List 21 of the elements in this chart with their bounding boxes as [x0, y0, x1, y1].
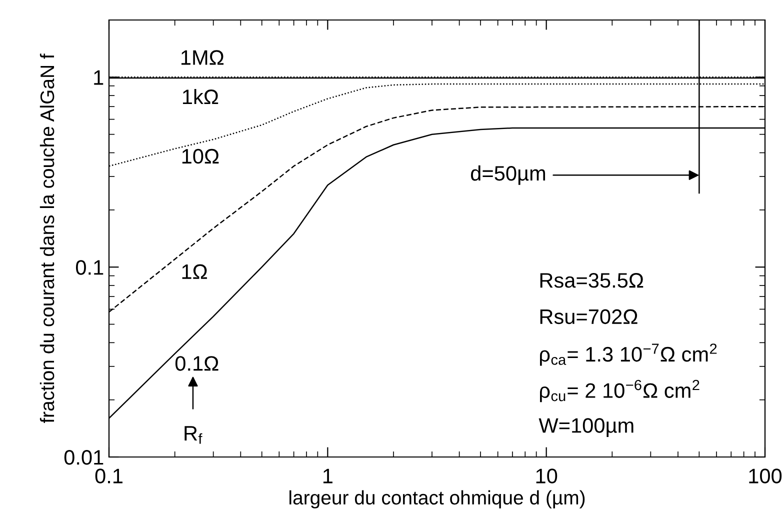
annotation: 1kΩ: [182, 88, 218, 104]
y-axis-title: fraction du courant dans la couche AlGaN f: [40, 54, 54, 424]
annotation: ρ$_{ca}$= 1.3 10$^{−7}$Ω cm$^{2}$: [540, 344, 717, 366]
annotation: 1Ω: [182, 264, 207, 279]
y-tick-label: 0.1: [76, 260, 104, 275]
x-tick-label: 0.1: [95, 468, 122, 484]
annotation: ρ$_{cu}$= 2 10$^{−6}$Ω cm$^{2}$: [540, 380, 700, 402]
annotation: 10Ω: [182, 148, 219, 164]
annotation: W=100µm: [538, 418, 634, 437]
x-tick-label: 10: [536, 468, 558, 484]
x-tick-label: 100: [749, 468, 782, 484]
y-tick-label: 1: [94, 70, 104, 85]
ref-line-label: d=50µm: [470, 165, 546, 185]
x-axis-title: largeur du contact ohmique d (µm): [290, 490, 585, 508]
annotation: Rsa=35.5Ω: [540, 273, 644, 288]
annotation: Rsu=702Ω: [540, 309, 638, 324]
annotation: R$_{f}$: [184, 426, 202, 444]
y-tick-label: 0.01: [64, 450, 104, 465]
annotation: 0.1Ω: [175, 356, 218, 371]
annotation: 1MΩ: [181, 50, 224, 65]
x-tick-label: 1: [323, 468, 332, 484]
